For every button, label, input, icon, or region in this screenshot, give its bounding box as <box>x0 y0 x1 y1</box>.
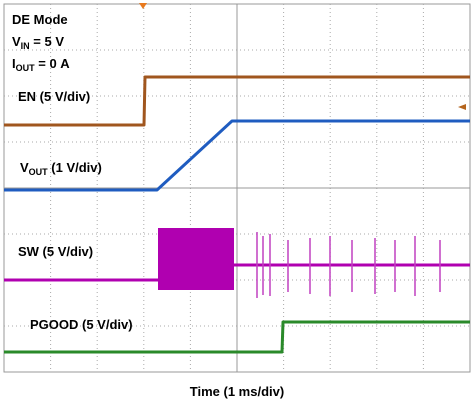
level-marker <box>458 104 466 110</box>
vout-label: VOUT (1 V/div) <box>20 160 102 177</box>
vin-main: V <box>12 34 21 49</box>
iout-sub: OUT <box>16 63 36 73</box>
en-label: EN (5 V/div) <box>18 89 90 104</box>
mode-label: DE Mode <box>12 12 68 27</box>
vin-sub: IN <box>21 41 30 51</box>
vout-sub: OUT <box>29 167 49 177</box>
vout-rest: (1 V/div) <box>48 160 102 175</box>
iout-label: IOUT = 0 A <box>12 56 70 73</box>
vout-trace <box>4 119 470 192</box>
pgood-label: PGOOD (5 V/div) <box>30 317 133 332</box>
grid <box>3 3 471 373</box>
vin-label: VIN = 5 V <box>12 34 64 51</box>
sw-label: SW (5 V/div) <box>18 244 93 259</box>
iout-rest: = 0 A <box>35 56 71 71</box>
sw-trace <box>4 228 470 298</box>
sw-spikes <box>256 232 441 298</box>
time-label: Time (1 ms/div) <box>190 384 284 399</box>
vin-rest: = 5 V <box>30 34 65 49</box>
vout-main: V <box>20 160 29 175</box>
sw-burst <box>158 228 234 290</box>
pgood-trace <box>4 320 470 354</box>
trigger-marker <box>139 3 147 9</box>
iout-main: I <box>12 56 16 71</box>
en-trace <box>4 75 470 127</box>
